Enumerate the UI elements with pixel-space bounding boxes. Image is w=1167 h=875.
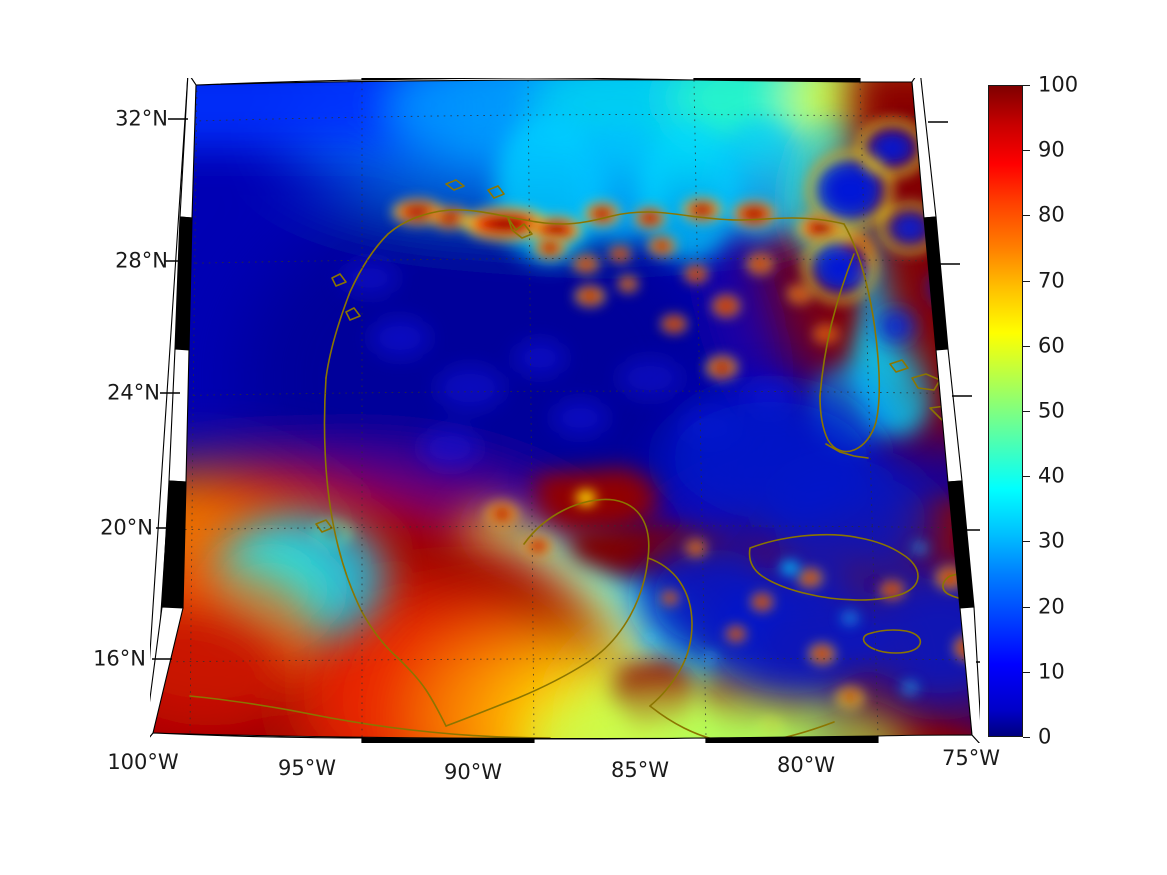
colorbar-tick-20 xyxy=(1023,606,1030,608)
lon-tick-label-100w: 100°W xyxy=(107,750,179,774)
colorbar-label-30: 30 xyxy=(1038,528,1065,553)
colorbar-tick-50 xyxy=(1023,411,1030,412)
colorbar-label-60: 60 xyxy=(1038,333,1065,358)
colorbar-gradient-fill xyxy=(989,86,1022,736)
colorbar-label-20: 20 xyxy=(1038,594,1065,619)
lon-tick-label-85w: 85°W xyxy=(611,758,669,782)
colorbar[interactable]: 100 90 80 70 60 50 40 30 20 10 0 xyxy=(988,74,1158,747)
colorbar-tick-40 xyxy=(1023,476,1030,478)
heatmap-field xyxy=(153,79,972,739)
colorbar-label-50: 50 xyxy=(1038,398,1065,423)
lat-tick-label-20n: 20°N xyxy=(100,515,153,540)
colorbar-label-100: 100 xyxy=(1038,72,1079,97)
colorbar-tick-70 xyxy=(1023,280,1030,282)
colorbar-label-70: 70 xyxy=(1038,268,1065,293)
map-axes[interactable] xyxy=(150,78,980,743)
lat-tick-label-16n: 16°N xyxy=(93,646,146,671)
colorbar-tick-80 xyxy=(1023,215,1030,217)
colorbar-tick-60 xyxy=(1023,345,1030,347)
colorbar-tick-10 xyxy=(1023,671,1030,673)
colorbar-label-40: 40 xyxy=(1038,463,1065,488)
lon-tick-label-75w: 75°W xyxy=(942,746,1000,770)
colorbar-label-90: 90 xyxy=(1038,137,1065,162)
lon-tick-label-95w: 95°W xyxy=(278,756,336,780)
colorbar-tick-0 xyxy=(1023,737,1030,738)
lat-tick-label-32n: 32°N xyxy=(115,106,168,131)
colorbar-tick-100 xyxy=(1023,85,1030,86)
colorbar-label-10: 10 xyxy=(1038,659,1065,684)
colorbar-label-80: 80 xyxy=(1038,202,1065,227)
lat-tick-label-28n: 28°N xyxy=(115,248,168,273)
colorbar-gradient-bar[interactable] xyxy=(988,85,1023,737)
lat-tick-label-24n: 24°N xyxy=(107,380,160,405)
colorbar-tick-30 xyxy=(1023,541,1030,543)
colorbar-tick-90 xyxy=(1023,150,1030,152)
colorbar-label-0: 0 xyxy=(1038,724,1052,749)
lon-tick-label-80w: 80°W xyxy=(777,753,835,777)
map-data-region xyxy=(150,78,980,743)
lon-tick-label-90w: 90°W xyxy=(444,760,502,784)
